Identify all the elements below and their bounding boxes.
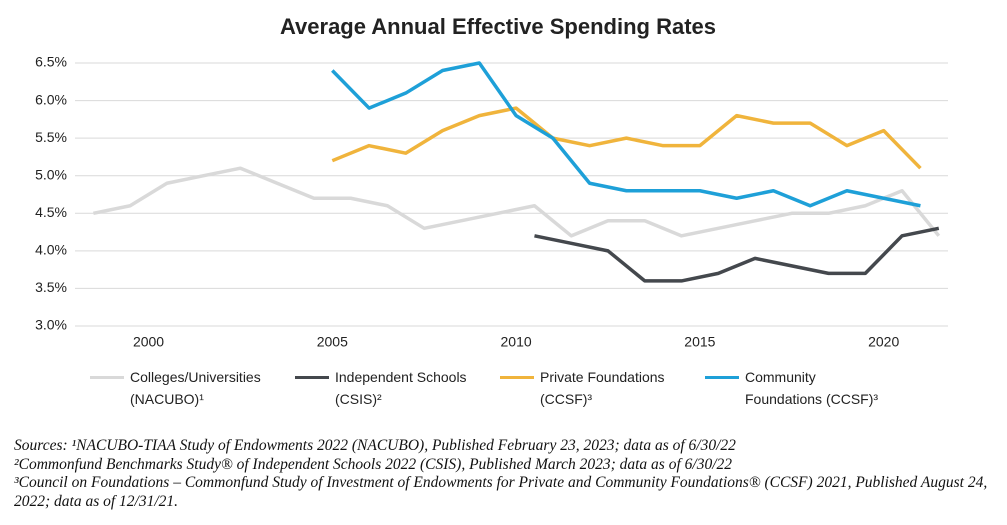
sources: Sources: ¹NACUBO-TIAA Study of Endowment… (14, 437, 1004, 511)
legend: Colleges/Universities (NACUBO)¹ Independe… (90, 366, 990, 410)
source-note: ²Commonfund Benchmarks Study® of Indepen… (14, 455, 732, 473)
legend-label: Independent Schools (CSIS)² (335, 369, 467, 407)
legend-swatch (500, 376, 534, 379)
legend-label: Colleges/Universities (NACUBO)¹ (130, 369, 261, 407)
series-line (93, 166, 941, 238)
legend-item: Private Foundations (CCSF)³ (500, 366, 705, 410)
y-tick-label: 3.0% (35, 317, 67, 333)
legend-swatch (90, 376, 124, 379)
y-tick-label: 5.0% (35, 166, 67, 182)
x-tick-label: 2015 (684, 334, 715, 350)
x-tick-label: 2010 (501, 334, 532, 350)
chart: Average Annual Effective Spending Rates … (35, 14, 948, 350)
legend-swatch (295, 376, 329, 379)
legend-item: Colleges/Universities (NACUBO)¹ (90, 366, 295, 410)
y-tick-label: 5.5% (35, 129, 67, 145)
legend-item: Community Foundations (CCSF)³ (705, 366, 910, 410)
source-note: ³Council on Foundations – Commonfund Stu… (14, 474, 988, 510)
chart-title: Average Annual Effective Spending Rates (280, 14, 716, 39)
x-tick-label: 2005 (317, 334, 348, 350)
series-line (331, 106, 922, 170)
y-tick-label: 4.0% (35, 242, 67, 258)
legend-label: Community Foundations (CCSF)³ (745, 369, 879, 407)
y-tick-label: 6.5% (35, 54, 67, 70)
legend-item: Independent Schools (CSIS)² (295, 366, 500, 410)
y-tick-label: 6.0% (35, 91, 67, 107)
x-tick-label: 2020 (868, 334, 899, 350)
legend-label: Private Foundations (CCSF)³ (540, 369, 665, 407)
legend-swatch (705, 376, 739, 379)
source-note: Sources: ¹NACUBO-TIAA Study of Endowment… (14, 437, 736, 454)
y-tick-label: 4.5% (35, 204, 67, 220)
x-tick-label: 2000 (133, 334, 164, 350)
series-line (534, 226, 940, 283)
y-tick-label: 3.5% (35, 279, 67, 295)
series-line (331, 61, 921, 208)
